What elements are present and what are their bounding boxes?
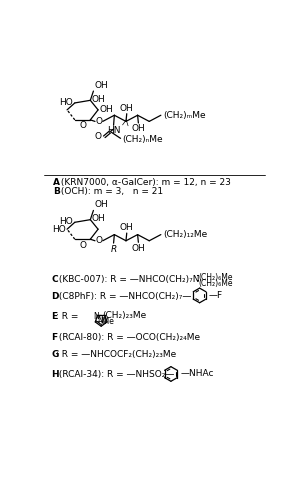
Text: —F: —F	[209, 291, 223, 300]
Text: OH: OH	[94, 200, 108, 209]
Text: —NHAc: —NHAc	[180, 369, 214, 378]
Text: (CH₂)₂₃Me: (CH₂)₂₃Me	[102, 310, 146, 320]
Text: OH: OH	[120, 104, 134, 113]
Text: (OCH): m = 3,   n = 21: (OCH): m = 3, n = 21	[58, 187, 163, 196]
Text: B: B	[53, 187, 60, 196]
Text: E: E	[51, 311, 58, 321]
Text: HN: HN	[107, 126, 120, 135]
Text: D: D	[51, 292, 59, 301]
Text: OH: OH	[94, 81, 108, 90]
Text: (CH₂)ₘMe: (CH₂)ₘMe	[163, 111, 206, 120]
Text: (CH₂)₁₂Me: (CH₂)₁₂Me	[163, 230, 207, 239]
Text: O: O	[96, 117, 103, 126]
Text: A: A	[53, 179, 60, 187]
Text: C: C	[51, 275, 58, 284]
Text: HO: HO	[52, 225, 66, 235]
Text: OH: OH	[92, 215, 106, 223]
Text: (CH₂)₆Me: (CH₂)₆Me	[199, 279, 233, 288]
Text: (CH₂)ₙMe: (CH₂)ₙMe	[122, 135, 163, 144]
Text: F: F	[51, 333, 58, 342]
Text: (RCAI-34): R = —NHSO₂—: (RCAI-34): R = —NHSO₂—	[56, 370, 175, 379]
Text: HO: HO	[60, 97, 73, 107]
Text: (CH₂)₆Me: (CH₂)₆Me	[199, 273, 233, 282]
Text: N: N	[93, 312, 99, 321]
Text: : R =: : R =	[56, 311, 79, 321]
Text: —Me: —Me	[95, 317, 114, 326]
Text: H: H	[51, 370, 59, 379]
Text: O: O	[79, 122, 86, 130]
Text: (C8PhF): R = —NHCO(CH₂)₇—: (C8PhF): R = —NHCO(CH₂)₇—	[56, 292, 192, 301]
Text: (KBC-007): R = —NHCO(CH₂)₇N: (KBC-007): R = —NHCO(CH₂)₇N	[56, 275, 200, 284]
Text: HO: HO	[60, 217, 73, 226]
Text: O: O	[79, 241, 86, 250]
Text: R: R	[110, 245, 117, 253]
Text: N: N	[98, 316, 103, 326]
Text: OH: OH	[132, 244, 145, 253]
Text: OH: OH	[132, 124, 145, 133]
Text: OH: OH	[120, 223, 134, 232]
Text: (KRN7000, α-GalCer): m = 12, n = 23: (KRN7000, α-GalCer): m = 12, n = 23	[58, 179, 231, 187]
Text: O: O	[95, 132, 102, 141]
Text: OH: OH	[100, 105, 113, 114]
Text: (RCAI-80): R = —OCO(CH₂)₂₄Me: (RCAI-80): R = —OCO(CH₂)₂₄Me	[56, 333, 200, 342]
Text: N: N	[100, 317, 106, 327]
Text: G: G	[51, 350, 59, 359]
Text: O: O	[96, 236, 103, 245]
Text: OH: OH	[92, 95, 106, 104]
Text: : R = —NHCOCF₂(CH₂)₂₃Me: : R = —NHCOCF₂(CH₂)₂₃Me	[56, 350, 176, 359]
